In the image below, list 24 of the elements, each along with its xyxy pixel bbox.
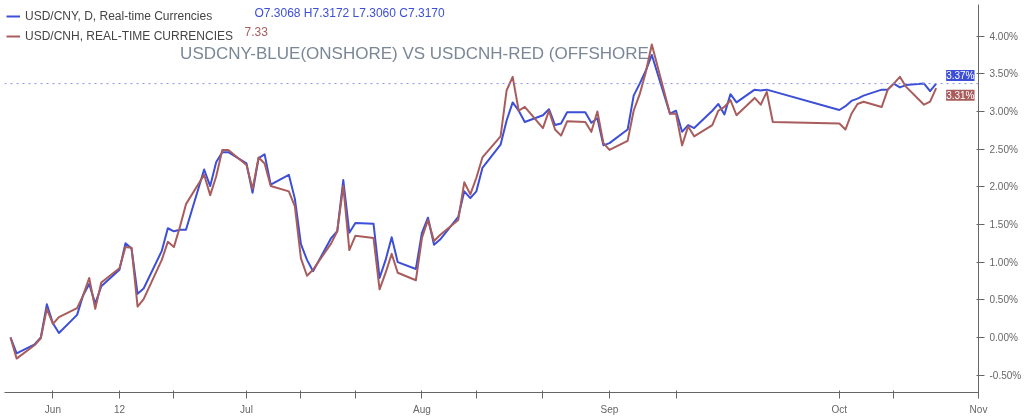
y-tick-label: 0.00% [989,332,1018,343]
x-tick-label: Jun [44,403,61,415]
y-tick-label: 3.50% [989,68,1018,80]
x-tick-label: Jul [240,403,253,415]
y-tick-label: 1.00% [989,256,1018,268]
y-tick-label: 4.00% [989,30,1018,42]
data-label: 3.31% [946,89,975,101]
y-tick-label: -0.50% [989,369,1022,381]
annotation: O7.3068 H7.3172 L7.3060 C7.3170 [254,5,445,20]
x-tick-label: Oct [831,403,848,415]
y-tick-label: 2.00% [989,181,1018,193]
y-tick-label: 3.00% [989,105,1018,117]
legend-label: USD/CNH, REAL-TIME CURRENCIES [25,29,234,43]
y-tick-label: 2.50% [989,143,1018,155]
annotation: 7.33 [244,24,269,39]
x-tick-label: 12 [113,403,126,415]
x-tick-label: Aug [413,403,431,415]
y-tick-label: 0.50% [989,294,1018,306]
x-tick-label: Sep [600,403,619,415]
text: USDCNY-BLUE(ONSHORE) VS USDCNH-RED (OFFSHORE [180,43,649,63]
data-label: 3.37% [946,70,975,82]
y-tick-label: 1.50% [989,218,1018,230]
legend-label: USD/CNY, D, Real-time Currencies [25,9,213,23]
x-tick-label: Nov [969,403,988,415]
